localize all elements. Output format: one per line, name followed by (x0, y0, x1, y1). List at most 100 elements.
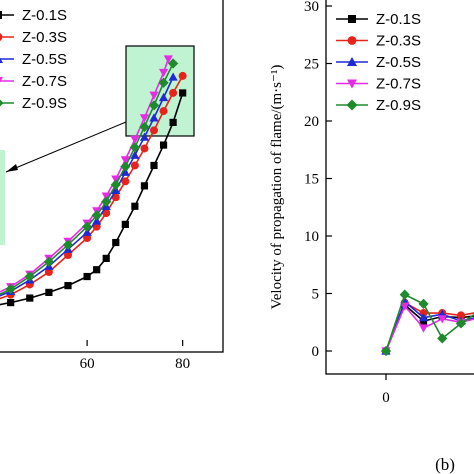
data-point (437, 333, 448, 344)
legend-label: Z-0.1S (376, 11, 421, 28)
data-point (111, 185, 121, 194)
data-point (26, 294, 34, 302)
legend-entry-Z-0.5S: Z-0.5S (0, 51, 67, 68)
data-point (140, 182, 149, 190)
data-point (149, 113, 159, 122)
legend-entry-Z-0.1S: Z-0.1S (336, 11, 421, 28)
series-Z-0.7S (0, 55, 173, 293)
panel-a-plot-frame (0, 0, 224, 353)
y-tick-label: 20 (304, 114, 319, 130)
series-Z-0.1S (0, 89, 187, 307)
legend-marker (346, 99, 358, 111)
data-point (380, 345, 392, 357)
data-point (399, 289, 410, 300)
data-point (150, 126, 158, 135)
legend-marker (0, 33, 3, 41)
series-Z-0.9S (0, 58, 179, 295)
legend-label: Z-0.9S (376, 97, 421, 114)
legend-marker (0, 77, 3, 83)
legend-entry-Z-0.3S: Z-0.3S (336, 33, 421, 50)
panel-b-series-layer (380, 289, 474, 357)
data-point (418, 313, 429, 322)
data-point (92, 216, 102, 225)
panel-b: 02051015202530 Z-0.1SZ-0.3SZ-0.5SZ-0.7SZ… (269, 0, 474, 474)
data-point (121, 220, 129, 228)
data-point (158, 68, 169, 78)
data-point (83, 272, 91, 281)
legend-entry-Z-0.1S: Z-0.1S (0, 7, 67, 24)
panel-b-axes: 02051015202530 (304, 0, 390, 406)
panel-b-plot-frame (325, 0, 474, 375)
data-point (83, 234, 92, 242)
data-point (44, 268, 53, 276)
x-tick-label: 80 (175, 356, 190, 372)
panel-a-series-layer (0, 55, 187, 307)
legend-marker (347, 57, 357, 66)
legend-entry-Z-0.9S: Z-0.9S (0, 95, 67, 112)
panel-b-legend: Z-0.1S Z-0.3S Z-0.5S Z-0.7S Z-0.9S (336, 11, 421, 114)
data-point (130, 161, 139, 170)
data-point (129, 142, 140, 153)
panel-b-ylabel: Velocity of propagation of flame/(m·s⁻¹) (269, 65, 285, 310)
data-point (168, 72, 178, 81)
legend-label: Z-0.3S (22, 29, 67, 46)
legend-marker (0, 57, 3, 63)
data-point (7, 299, 15, 307)
data-point (120, 167, 130, 176)
legend-marker (347, 79, 357, 89)
panel-a-axes: 60 80 (80, 340, 190, 372)
data-point (43, 256, 54, 267)
data-point (64, 251, 72, 259)
data-point (130, 150, 140, 159)
y-tick-label: 5 (312, 287, 320, 303)
y-tick-label: 15 (304, 172, 319, 188)
legend-marker (348, 15, 356, 23)
series-Z-0.9S (380, 289, 474, 357)
legend-label: Z-0.7S (376, 76, 421, 93)
data-point (139, 132, 150, 141)
legend-entry-Z-0.9S: Z-0.9S (336, 97, 421, 114)
data-point (163, 55, 173, 64)
data-point (110, 179, 121, 190)
data-point (91, 210, 102, 221)
data-point (158, 92, 169, 102)
panel-a-zoom-arrow (5, 121, 127, 173)
x-tick-label: 60 (80, 356, 95, 372)
legend-label: Z-0.1S (22, 7, 67, 24)
panel-b-caption: (b) (435, 455, 455, 474)
legend-label: Z-0.9S (22, 95, 67, 112)
data-point (24, 271, 35, 282)
data-point (455, 318, 467, 329)
panel-a-legend: Z-0.1S Z-0.3S Z-0.5S Z-0.7S Z-0.9S (0, 7, 67, 112)
data-point (400, 302, 410, 311)
data-point (121, 177, 130, 186)
data-point (139, 114, 150, 123)
data-point (120, 156, 130, 165)
data-point (148, 100, 160, 111)
panel-a-zoom-arrowhead (6, 164, 18, 172)
data-point (158, 77, 169, 88)
data-point (101, 196, 112, 207)
data-point (62, 239, 74, 250)
data-point (179, 89, 187, 97)
data-point (101, 192, 111, 201)
data-point (178, 71, 187, 80)
data-point (150, 161, 158, 170)
legend-label: Z-0.3S (376, 33, 421, 50)
data-point (102, 209, 111, 218)
data-point (437, 315, 447, 324)
data-point (168, 58, 179, 69)
data-point (112, 238, 120, 247)
data-point (131, 202, 139, 210)
data-point (418, 324, 429, 333)
panel-a-zoom-box-left (0, 150, 5, 245)
series-Z-0.3S (0, 71, 187, 300)
data-point (102, 254, 110, 262)
data-point (82, 227, 92, 236)
legend-label: Z-0.5S (376, 54, 421, 71)
data-point (149, 91, 159, 100)
data-point (159, 141, 168, 149)
legend-entry-Z-0.7S: Z-0.7S (0, 73, 67, 90)
data-point (169, 118, 177, 126)
y-tick-label: 0 (312, 344, 320, 360)
